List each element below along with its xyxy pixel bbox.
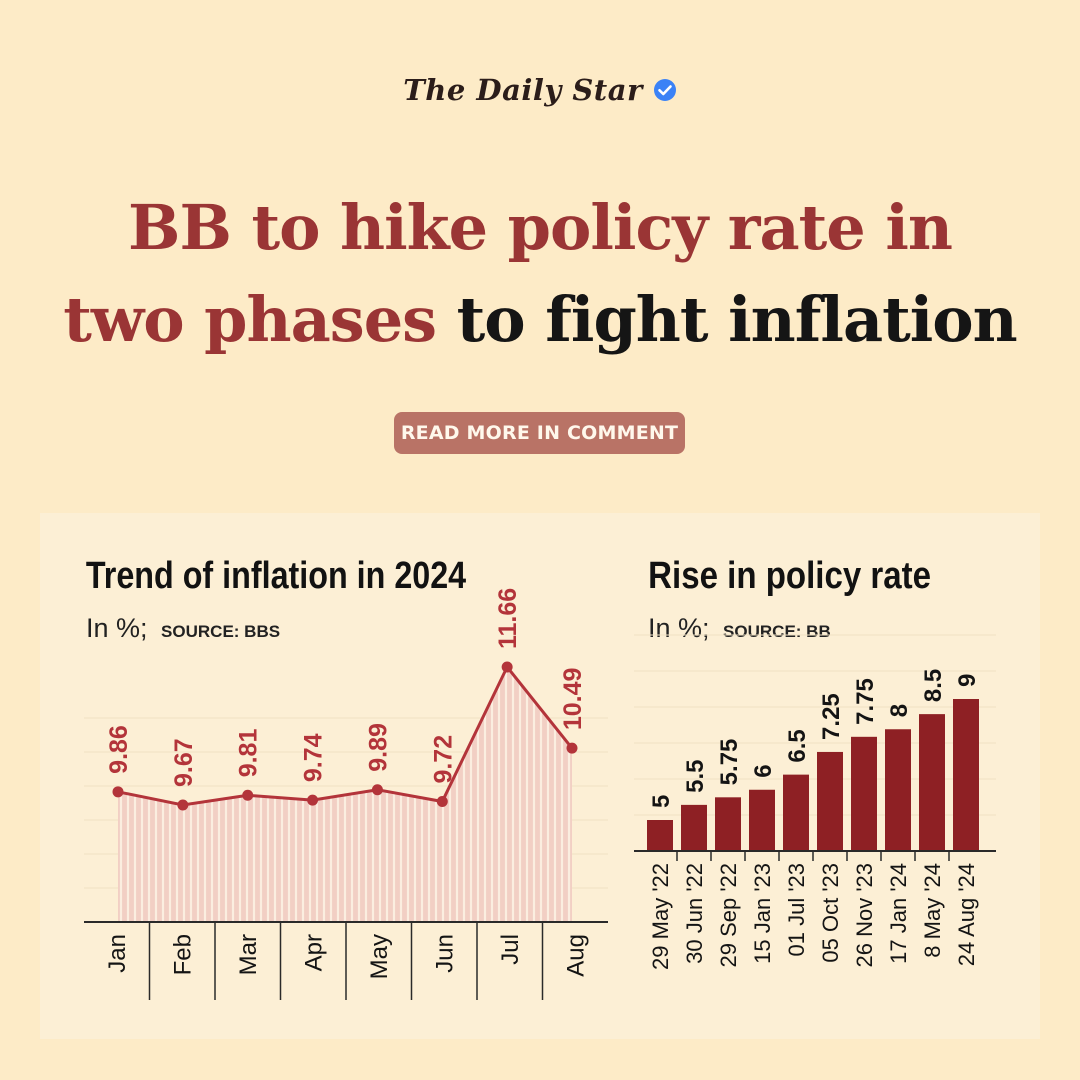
policy-category-label: 24 Aug '24 xyxy=(954,863,979,966)
inflation-point xyxy=(436,796,448,808)
inflation-point xyxy=(307,794,319,806)
policy-category-label: 29 May '22 xyxy=(648,863,673,970)
inflation-point xyxy=(371,784,383,796)
policy-value-label: 7.75 xyxy=(852,678,879,725)
policy-bar xyxy=(953,699,979,851)
policy-bar xyxy=(647,820,673,851)
policy-value-label: 5 xyxy=(648,795,675,808)
policy-category-label: 17 Jan '24 xyxy=(886,863,911,964)
policy-subtitle-unit: In %; xyxy=(648,613,710,643)
policy-category-label: 05 Oct '23 xyxy=(818,863,843,963)
inflation-subtitle-unit: In %; xyxy=(86,613,148,643)
headline-rest: to fight inflation xyxy=(456,283,1018,356)
inflation-category-label: Jul xyxy=(497,934,524,965)
policy-value-label: 5.75 xyxy=(716,739,743,786)
policy-value-label: 5.5 xyxy=(682,760,709,793)
policy-bar xyxy=(817,751,843,851)
masthead: The Daily Star xyxy=(0,66,1080,114)
inflation-category-label: Jan xyxy=(104,934,131,973)
policy-category-label: 01 Jul '23 xyxy=(784,863,809,957)
inflation-category-label: Apr xyxy=(300,934,327,971)
inflation-value-label: 9.67 xyxy=(170,738,198,787)
inflation-value-label: 9.81 xyxy=(235,729,263,778)
inflation-point xyxy=(177,799,189,811)
verified-badge-icon xyxy=(653,79,676,101)
policy-value-label: 8.5 xyxy=(920,669,947,702)
inflation-category-label: Mar xyxy=(235,934,262,975)
inflation-value-label: 9.72 xyxy=(429,735,457,784)
read-more-button[interactable]: READ MORE IN COMMENT xyxy=(394,412,685,454)
policy-category-label: 8 May '24 xyxy=(920,863,945,958)
inflation-area xyxy=(118,667,572,922)
inflation-chart-subtitle: In %; SOURCE: BBS xyxy=(86,613,280,643)
inflation-value-label: 9.89 xyxy=(364,723,392,772)
policy-bar xyxy=(715,797,741,851)
policy-value-label: 6.5 xyxy=(784,729,811,762)
policy-value-label: 6 xyxy=(750,764,777,777)
inflation-line xyxy=(117,664,574,807)
policy-bar xyxy=(919,714,945,851)
inflation-category-label: Feb xyxy=(169,934,196,975)
inflation-subtitle-source: SOURCE: BBS xyxy=(161,622,280,641)
inflation-value-label: 9.74 xyxy=(300,733,328,782)
inflation-point xyxy=(566,742,578,754)
policy-value-label: 7.25 xyxy=(818,693,845,740)
inflation-value-label: 10.49 xyxy=(559,668,587,731)
policy-bar xyxy=(885,729,911,851)
policy-chart-title: Rise in policy rate xyxy=(648,554,931,597)
inflation-point xyxy=(242,789,254,801)
policy-category-label: 26 Nov '23 xyxy=(852,863,877,968)
policy-chart: 5 5.5 5.75 6 6.5 7.25 7.75 8 8.5 9 29 May '22 30 Ju… xyxy=(634,634,996,970)
inflation-point xyxy=(501,661,513,673)
policy-bar xyxy=(681,804,707,851)
policy-category-label: 15 Jan '23 xyxy=(750,863,775,964)
policy-category-label: 30 Jun '22 xyxy=(682,863,707,964)
inflation-category-label: Jun xyxy=(431,934,458,973)
inflation-value-label: 9.86 xyxy=(105,725,133,774)
inflation-category-label: May xyxy=(366,934,393,979)
policy-bar xyxy=(851,736,877,851)
policy-bar xyxy=(783,774,809,851)
inflation-point xyxy=(112,786,124,798)
brand-logo: The Daily Star xyxy=(403,73,643,107)
inflation-chart-title: Trend of inflation in 2024 xyxy=(86,555,467,597)
inflation-chart: 9.86 9.67 9.81 9.74 9.89 9.72 11.66 10.49 Jan Feb… xyxy=(84,588,608,1000)
policy-bar xyxy=(749,789,775,851)
policy-value-label: 8 xyxy=(886,704,913,717)
policy-value-label: 9 xyxy=(954,674,981,687)
policy-category-label: 29 Sep '22 xyxy=(716,863,741,968)
headline: BB to hike policy rate in two phases to … xyxy=(60,182,1020,366)
inflation-category-label: Aug xyxy=(562,934,589,977)
policy-subtitle-source: SOURCE: BB xyxy=(723,622,831,641)
headline-accent: BB to hike policy rate in two phases xyxy=(63,191,953,356)
policy-chart-subtitle: In %; SOURCE: BB xyxy=(648,613,831,643)
inflation-value-label: 11.66 xyxy=(494,588,522,649)
